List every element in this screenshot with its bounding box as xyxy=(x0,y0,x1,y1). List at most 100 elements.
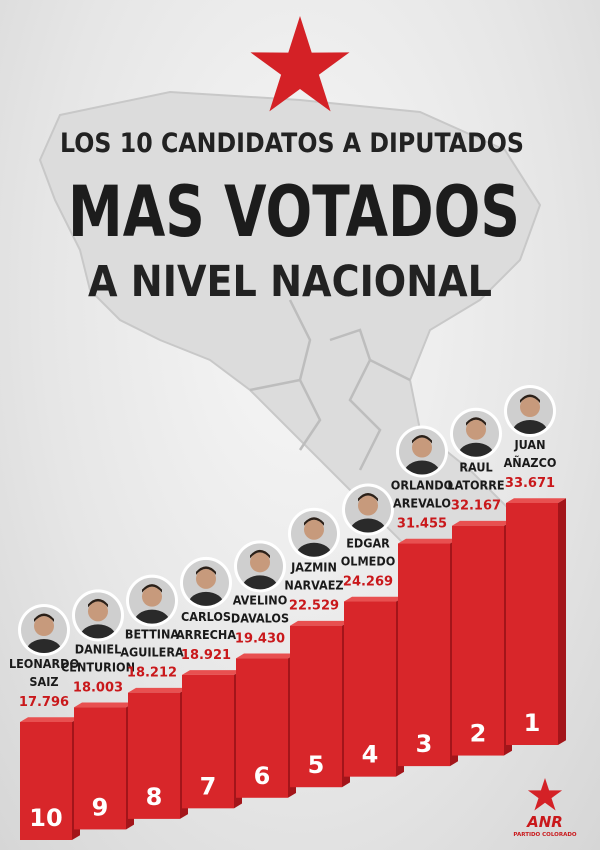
bar-top xyxy=(398,538,458,544)
candidate-avatar xyxy=(18,604,70,656)
candidate-last-name: ARRECHA xyxy=(176,627,236,642)
candidate-votes: 17.796 xyxy=(19,695,69,710)
candidate-last-name: AREVALO xyxy=(393,496,451,511)
candidate-label: RAUL LATORRE 32.167 xyxy=(447,407,505,514)
avatar-body xyxy=(404,460,440,475)
bar-rank-label: 9 xyxy=(92,793,109,821)
avatar-hair xyxy=(250,549,270,559)
avatar-photo xyxy=(345,486,391,533)
bar-top xyxy=(128,687,188,693)
candidate-first-name: ORLANDO xyxy=(391,478,453,493)
bar-top xyxy=(236,653,296,659)
avatar-photo xyxy=(129,577,175,624)
bar-rank-label: 8 xyxy=(146,783,163,811)
avatar-photo xyxy=(291,510,337,557)
logo-star-icon xyxy=(527,778,563,811)
bar-group: 2 xyxy=(452,520,512,756)
candidate-first-name: DANIEL xyxy=(75,641,121,656)
candidate-label: DANIEL CENTURION 18.003 xyxy=(61,589,135,695)
anr-logo: ANR PARTIDO COLORADO xyxy=(513,778,577,838)
bar xyxy=(452,525,504,756)
candidate-votes: 33.671 xyxy=(505,476,555,491)
candidate-votes: 22.529 xyxy=(289,599,339,614)
candidate-label: CARLOS ARRECHA 18.921 xyxy=(176,556,236,663)
candidate-label: LEONARDO SAIZ 17.796 xyxy=(9,604,79,710)
candidate-first-name: RAUL xyxy=(459,460,492,475)
bar-top xyxy=(344,596,404,602)
avatar-hair xyxy=(304,517,324,526)
bar-group: 6 xyxy=(236,653,296,798)
avatar-body xyxy=(188,591,224,606)
candidate-avatar xyxy=(288,507,340,560)
candidate-last-name: DAVALOS xyxy=(231,610,289,625)
candidate-votes: 24.269 xyxy=(343,575,393,590)
bar-rank-label: 7 xyxy=(200,772,217,800)
avatar-photo xyxy=(507,388,553,434)
bar xyxy=(236,658,288,798)
candidate-label: ORLANDO AREVALO 31.455 xyxy=(391,425,453,532)
bar-group: 5 xyxy=(290,620,350,788)
avatar-head xyxy=(520,397,540,417)
candidate-votes: 32.167 xyxy=(451,499,501,514)
candidate-first-name: JUAN xyxy=(513,437,545,452)
bar-chart: 10 9 8 7 6 5 4 3 2 1 xyxy=(20,498,566,840)
bar-top xyxy=(182,670,242,675)
avatar-body xyxy=(296,542,332,557)
bar xyxy=(290,625,342,788)
avatar-head xyxy=(466,419,486,440)
bar-group: 9 xyxy=(74,702,134,830)
avatar-hair xyxy=(358,493,378,502)
avatar-hair xyxy=(142,584,162,593)
candidate-first-name: AVELINO xyxy=(233,592,288,607)
avatar-hair xyxy=(466,417,486,426)
avatar-head xyxy=(304,519,324,540)
bar-top xyxy=(290,620,350,626)
candidate-label: BETTINA AGUILERA 18.212 xyxy=(120,574,184,681)
bar-rank-label: 10 xyxy=(29,804,62,832)
candidate-last-name: LATORRE xyxy=(447,478,504,493)
avatar-head xyxy=(196,568,216,589)
candidate-first-name: LEONARDO xyxy=(9,656,79,671)
bar-rank-label: 6 xyxy=(254,762,271,790)
candidate-votes: 19.430 xyxy=(235,631,285,646)
candidate-labels: LEONARDO SAIZ 17.796DANIELCENTURION18.003B… xyxy=(9,385,556,710)
avatar-photo xyxy=(453,410,499,457)
avatar-head xyxy=(142,586,162,607)
candidate-avatar xyxy=(342,483,394,536)
avatar-head xyxy=(358,495,378,516)
candidate-avatar xyxy=(126,574,178,627)
avatar-photo xyxy=(399,428,445,475)
bar-group: 1 xyxy=(506,498,566,745)
candidate-votes: 18.003 xyxy=(73,680,123,695)
candidate-last-name: SAIZ xyxy=(29,674,58,689)
avatar-body xyxy=(80,624,116,639)
candidate-last-name: OLMEDO xyxy=(341,554,396,569)
candidate-votes: 18.921 xyxy=(181,648,231,663)
bar-group: 3 xyxy=(398,538,458,767)
avatar-photo xyxy=(75,592,121,639)
title-line-3: A NIVEL NACIONAL xyxy=(88,257,492,307)
avatar-photo xyxy=(21,607,67,653)
candidate-label: AVELINO DAVALOS 19.430 xyxy=(231,540,289,646)
avatar-body xyxy=(242,575,278,590)
candidate-first-name: CARLOS xyxy=(181,609,231,624)
avatar-photo xyxy=(183,559,229,606)
candidate-last-name: NARVAEZ xyxy=(284,578,343,593)
bar-rank-label: 5 xyxy=(308,751,325,779)
bar-rank-label: 2 xyxy=(470,720,487,748)
avatar-body xyxy=(134,609,170,624)
candidate-avatar xyxy=(504,385,556,437)
bar xyxy=(182,674,234,809)
avatar-head xyxy=(88,601,108,622)
bar-rank-label: 1 xyxy=(524,709,541,737)
candidate-avatar xyxy=(450,407,502,460)
avatar-body xyxy=(350,518,386,533)
candidate-first-name: BETTINA xyxy=(125,627,179,642)
title-line-2: MAS VOTADOS xyxy=(68,171,520,253)
bar xyxy=(506,503,558,745)
candidate-label: JAZMIN NARVAEZ 22.529 xyxy=(284,507,344,614)
bar-top xyxy=(20,717,80,722)
avatar-hair xyxy=(412,435,432,444)
avatar-hair xyxy=(34,613,54,622)
